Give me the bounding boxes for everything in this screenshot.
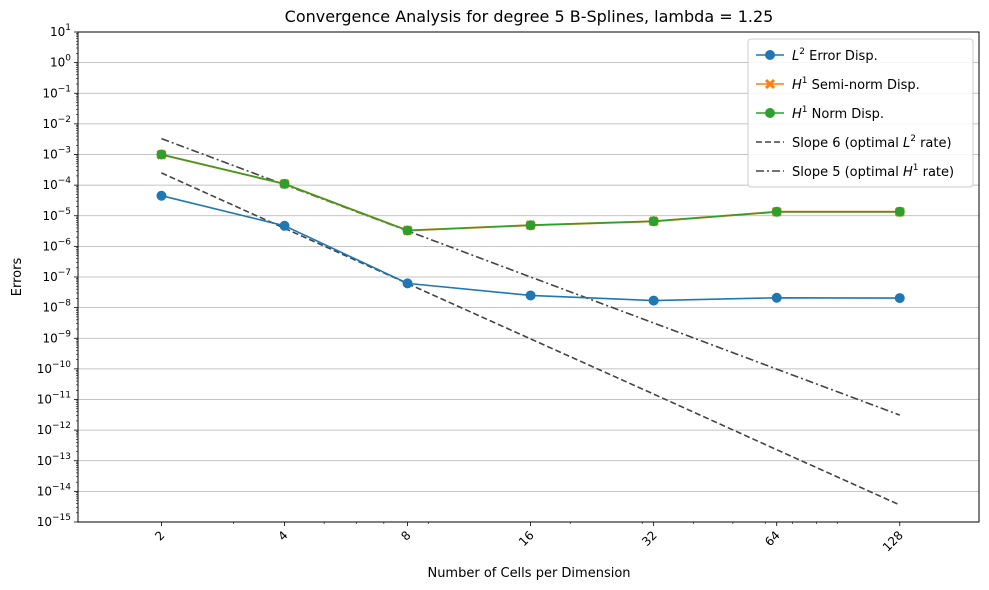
y-tick-label: 10−11 [37,391,71,407]
y-tick-label: 10−13 [37,452,71,468]
legend-marker [765,50,775,60]
data-point-h1norm [402,225,413,236]
y-axis-ticks: 101 100 10−1 10−2 10−3 10−4 10−5 10−6 10−7 10−8 10… [37,23,78,529]
x-marker-stroke [764,78,776,90]
data-point-l2 [402,278,413,289]
data-point-h1norm [279,178,290,189]
grid-lines [78,62,979,492]
data-point-h1norm [894,206,905,217]
legend-entry-slope6: Slope 6 (optimal L2 rate) [756,134,952,151]
data-point-h1norm [648,216,659,227]
legend-marker [765,108,775,118]
y-tick-label: 10−3 [42,146,71,162]
data-point-l2 [279,220,290,231]
legend-marker [764,78,776,90]
legend-box [747,38,974,188]
y-tick-label: 100 [50,54,71,70]
data-point-l2 [156,190,167,201]
x-axis-label: Number of Cells per Dimension [427,566,630,581]
y-tick-label: 10−5 [42,207,71,223]
y-tick-label: 101 [50,23,71,39]
legend-entry-l2: L2 Error Disp. [756,47,878,64]
legend-entry-h1semi: H1 Semi-norm Disp. [756,76,920,93]
legend-label: H1 Semi-norm Disp. [792,76,920,93]
series-h1norm [156,149,905,236]
legend: L2 Error Disp. H1 Semi-norm Disp. H1 Norm … [747,38,974,188]
chart-title: Convergence Analysis for degree 5 B-Spli… [285,7,774,26]
legend-label: L2 Error Disp. [792,47,878,64]
y-tick-label: 10−10 [37,360,72,376]
data-point-h1norm [156,149,167,160]
y-tick-label: 10−4 [42,176,71,192]
y-axis-label: Errors [10,258,25,297]
y-tick-label: 10−14 [37,482,72,498]
legend-entry-h1norm: H1 Norm Disp. [756,105,884,122]
y-tick-label: 10−6 [42,237,71,253]
series-l2 [156,190,905,306]
y-tick-label: 10−12 [37,421,71,437]
legend-label: Slope 6 (optimal L2 rate) [792,134,952,151]
legend-label: H1 Norm Disp. [792,105,884,122]
legend-label: Slope 5 (optimal H1 rate) [792,163,954,180]
y-tick-label: 10−2 [42,115,71,131]
data-point-l2 [648,295,659,306]
y-tick-label: 10−7 [42,268,71,284]
data-point-l2 [771,292,782,303]
data-point-h1norm [525,220,536,231]
series-layer [156,137,905,506]
y-tick-label: 10−1 [42,84,71,100]
data-point-l2 [894,293,905,304]
data-point-h1norm [771,206,782,217]
y-tick-label: 10−15 [37,513,71,529]
y-tick-label: 10−9 [42,329,71,345]
y-tick-label: 10−8 [42,299,71,315]
legend-entry-slope5: Slope 5 (optimal H1 rate) [756,163,954,180]
data-point-l2 [525,290,536,301]
